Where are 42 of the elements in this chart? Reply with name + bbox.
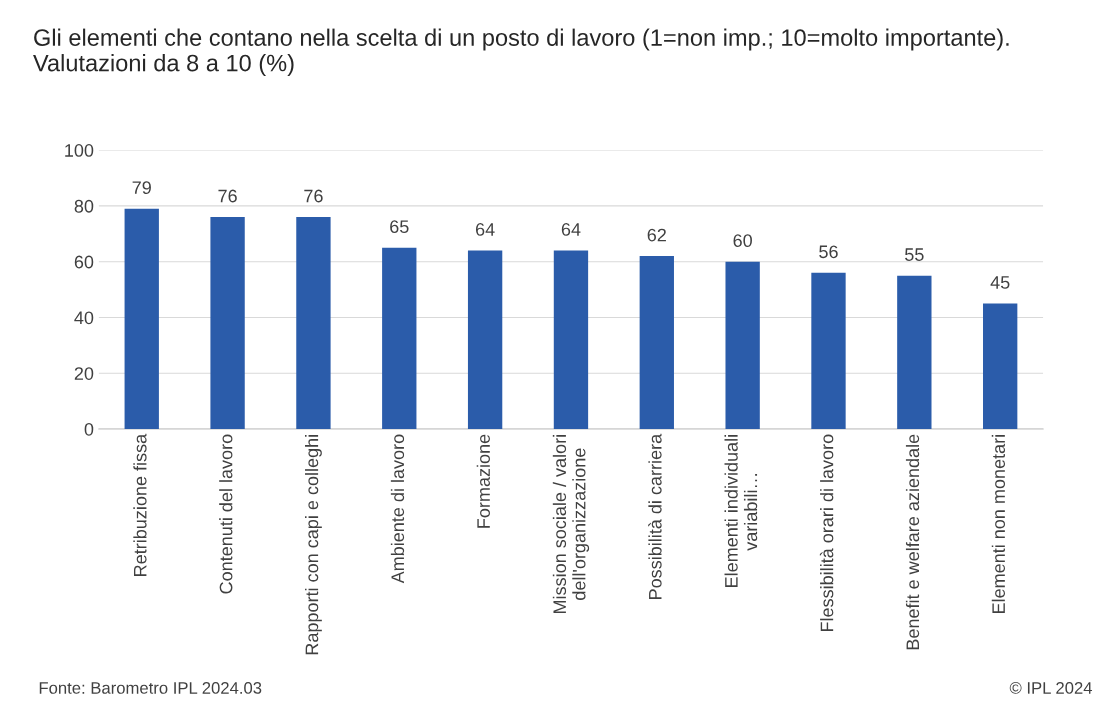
x-tick-label: Possibilità di carriera <box>648 433 662 599</box>
data-label: 65 <box>390 220 409 234</box>
data-label: 60 <box>733 234 752 248</box>
x-tick-label: Ambiente di lavoro <box>390 434 405 584</box>
data-label: 79 <box>132 181 151 195</box>
bar <box>296 217 331 429</box>
y-tick-label: 80 <box>74 199 94 213</box>
data-label: 62 <box>647 228 666 242</box>
data-label: 64 <box>475 223 495 236</box>
y-tick-label: 100 <box>65 144 94 157</box>
source-note: Fonte: Barometro IPL 2024.03 <box>39 682 262 694</box>
y-tick-label: 40 <box>74 311 94 325</box>
data-label: 76 <box>218 189 237 203</box>
x-tick-label: Elementi individuali variabili… <box>724 435 758 587</box>
y-tick-label: 60 <box>74 255 94 269</box>
x-tick-label: Formazione <box>476 434 490 528</box>
text: © IPL 2024 <box>1009 682 1093 694</box>
data-label: 56 <box>819 245 838 259</box>
bar <box>897 275 932 429</box>
bar <box>639 256 674 429</box>
x-tick-label: Retribuzione fissa <box>133 433 147 576</box>
x-tick-label: Benefit e welfare aziendale <box>905 434 920 650</box>
bar <box>811 272 846 429</box>
bar <box>725 261 760 429</box>
data-label: 64 <box>561 223 581 236</box>
bar <box>382 247 417 429</box>
x-tick-label: Rapporti con capi e colleghi <box>305 435 322 655</box>
data-label: 45 <box>990 276 1010 289</box>
x-tick-label: Flessibilità orari di lavoro <box>819 434 834 632</box>
data-label: 55 <box>905 248 924 261</box>
y-tick-label: 0 <box>84 422 94 436</box>
x-tick-label: Contenuti del lavoro <box>219 434 233 594</box>
data-label: 76 <box>304 189 323 203</box>
bar <box>210 217 245 429</box>
y-tick-label: 20 <box>74 367 94 380</box>
bar <box>553 250 589 429</box>
x-tick-label: Elementi non monetari <box>991 435 1006 614</box>
bar <box>983 303 1018 429</box>
bar <box>467 250 503 429</box>
bar <box>124 208 159 429</box>
x-tick-label: Mission sociale / valori dell'organizzazione <box>552 435 590 613</box>
chart-title: Gli elementi che contano nella scelta di un posto di lavoro (1=non imp.; 10=molto importante). Valutazioni da 8 a 10 (%) <box>33 28 1009 77</box>
